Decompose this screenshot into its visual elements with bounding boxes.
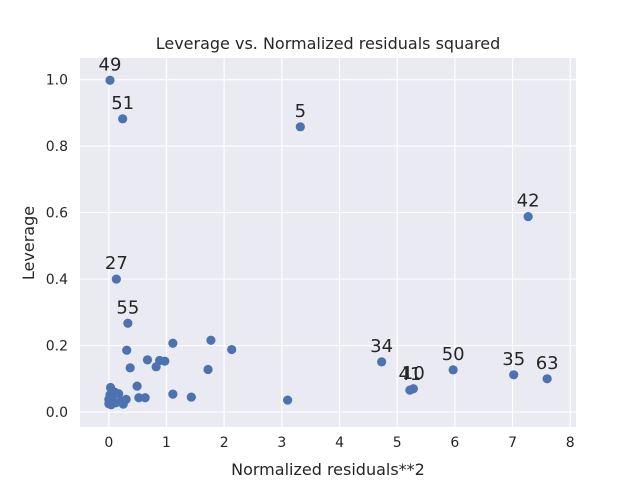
data-point	[151, 362, 161, 372]
x-tick-label: 1	[162, 435, 171, 451]
data-point	[140, 393, 150, 403]
y-tick-label: 0.8	[46, 139, 68, 155]
data-point	[114, 389, 124, 399]
x-tick-label: 4	[335, 435, 344, 451]
data-point	[106, 400, 116, 410]
point-label: 27	[105, 253, 128, 274]
y-tick-label: 0.6	[46, 206, 68, 222]
data-point	[186, 392, 196, 402]
x-tick-label: 6	[450, 435, 459, 451]
chart-title: Leverage vs. Normalized residuals square…	[156, 34, 501, 53]
plot-background	[80, 58, 576, 427]
point-label: 10	[402, 363, 425, 384]
data-point	[105, 390, 115, 400]
data-point	[542, 374, 552, 384]
data-point	[118, 399, 128, 409]
y-axis-label: Leverage	[19, 206, 38, 280]
data-point	[203, 364, 213, 375]
data-point	[132, 381, 142, 391]
point-label: 55	[116, 297, 139, 318]
data-point	[105, 75, 115, 85]
data-point	[122, 345, 132, 355]
x-tick-label: 5	[393, 435, 402, 451]
data-point	[509, 370, 519, 380]
point-label: 42	[517, 191, 540, 212]
data-point	[523, 211, 533, 222]
data-point	[111, 274, 121, 284]
point-label: 50	[442, 344, 465, 365]
data-point	[227, 344, 237, 355]
point-label: 34	[370, 336, 393, 357]
data-points	[104, 75, 552, 410]
y-tick-label: 0.0	[46, 405, 68, 421]
data-point	[125, 363, 135, 373]
point-label: 51	[111, 93, 134, 114]
point-label: 41	[398, 364, 421, 385]
data-point	[118, 114, 128, 124]
x-tick-label: 3	[277, 435, 286, 451]
data-point	[168, 389, 178, 399]
grid-lines	[80, 58, 576, 427]
data-point	[142, 355, 153, 365]
x-tick-label: 8	[566, 435, 575, 451]
data-point	[160, 356, 170, 366]
data-point	[123, 318, 133, 328]
data-point	[283, 395, 293, 405]
data-point	[448, 365, 458, 375]
point-label: 63	[536, 353, 559, 374]
y-tick-label: 0.4	[46, 272, 68, 288]
point-label: 49	[99, 54, 122, 75]
x-tick-label: 2	[220, 435, 229, 451]
data-point	[295, 122, 305, 132]
data-point	[377, 357, 387, 367]
x-tick-label: 7	[508, 435, 517, 451]
point-label: 5	[295, 101, 306, 122]
x-tick-label: 0	[104, 435, 113, 451]
data-point	[134, 393, 144, 403]
data-point	[168, 338, 178, 348]
y-tick-label: 0.2	[46, 339, 68, 355]
tick-labels: 0 1 2 3 4 5 6 7 80.00.20.40.60.81.0	[46, 73, 575, 451]
data-point	[206, 335, 216, 345]
y-tick-label: 1.0	[46, 73, 68, 89]
x-axis-label: Normalized residuals**2	[231, 460, 425, 479]
data-point	[408, 384, 418, 394]
point-label: 35	[502, 349, 525, 370]
